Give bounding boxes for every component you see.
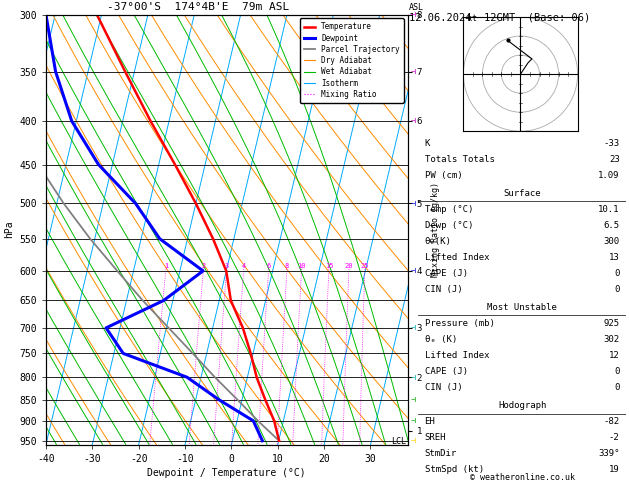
Text: ⊣: ⊣ [411,323,416,332]
Text: Most Unstable: Most Unstable [487,303,557,312]
Text: kt: kt [467,14,477,23]
Text: Dewp (°C): Dewp (°C) [425,221,473,230]
Text: 0: 0 [615,367,620,376]
Text: ⊣: ⊣ [411,266,416,276]
Text: 15: 15 [325,263,333,269]
Text: ⊣: ⊣ [411,117,416,125]
Text: CIN (J): CIN (J) [425,383,462,392]
Text: EH: EH [425,417,435,426]
Text: CAPE (J): CAPE (J) [425,269,467,278]
Y-axis label: hPa: hPa [4,221,14,239]
Text: 0: 0 [615,383,620,392]
Text: 1: 1 [164,263,168,269]
Text: 10: 10 [298,263,306,269]
X-axis label: Dewpoint / Temperature (°C): Dewpoint / Temperature (°C) [147,468,306,478]
Text: 3: 3 [225,263,229,269]
Text: 20: 20 [345,263,353,269]
Text: 0: 0 [615,285,620,294]
Text: Lifted Index: Lifted Index [425,253,489,262]
Title: -37°00'S  174°4B'E  79m ASL: -37°00'S 174°4B'E 79m ASL [107,2,289,13]
Text: 13: 13 [609,253,620,262]
Text: km
ASL: km ASL [409,0,424,12]
Text: 6: 6 [267,263,270,269]
Text: Surface: Surface [503,189,541,198]
Text: -2: -2 [609,433,620,442]
Text: 12: 12 [609,351,620,360]
Text: -82: -82 [603,417,620,426]
Text: LCL: LCL [391,437,406,447]
Text: 4: 4 [242,263,246,269]
Text: 10.1: 10.1 [598,205,620,214]
Text: 23: 23 [609,155,620,164]
Text: Lifted Index: Lifted Index [425,351,489,360]
Text: Temp (°C): Temp (°C) [425,205,473,214]
Text: ⊣: ⊣ [411,395,416,404]
Text: 19: 19 [609,465,620,474]
Text: PW (cm): PW (cm) [425,171,462,180]
Text: 6.5: 6.5 [603,221,620,230]
Text: ⊣: ⊣ [411,67,416,76]
Text: ⊣: ⊣ [411,10,416,19]
Text: 25: 25 [360,263,369,269]
Text: 8: 8 [285,263,289,269]
Text: 0: 0 [615,269,620,278]
Text: 2: 2 [201,263,206,269]
Text: Hodograph: Hodograph [498,401,546,410]
Text: 339°: 339° [598,449,620,458]
Text: ⊣: ⊣ [411,199,416,208]
Text: K: K [425,139,430,148]
Text: ⊣: ⊣ [411,417,416,425]
Text: 300: 300 [603,237,620,246]
Text: 12.06.2024  12GMT  (Base: 06): 12.06.2024 12GMT (Base: 06) [409,12,590,22]
Text: -33: -33 [603,139,620,148]
Text: StmSpd (kt): StmSpd (kt) [425,465,484,474]
Text: Totals Totals: Totals Totals [425,155,494,164]
Text: CAPE (J): CAPE (J) [425,367,467,376]
Text: θₑ(K): θₑ(K) [425,237,452,246]
Text: StmDir: StmDir [425,449,457,458]
Text: ⊣: ⊣ [411,436,416,445]
Text: © weatheronline.co.uk: © weatheronline.co.uk [470,473,574,482]
Text: θₑ (K): θₑ (K) [425,335,457,344]
Text: Pressure (mb): Pressure (mb) [425,319,494,328]
Text: 925: 925 [603,319,620,328]
Text: 302: 302 [603,335,620,344]
Text: ⊣: ⊣ [411,373,416,382]
Text: CIN (J): CIN (J) [425,285,462,294]
Text: Mixing Ratio (g/kg): Mixing Ratio (g/kg) [431,182,440,277]
Text: SREH: SREH [425,433,446,442]
Text: 1.09: 1.09 [598,171,620,180]
Legend: Temperature, Dewpoint, Parcel Trajectory, Dry Adiabat, Wet Adiabat, Isotherm, Mi: Temperature, Dewpoint, Parcel Trajectory… [300,18,404,103]
